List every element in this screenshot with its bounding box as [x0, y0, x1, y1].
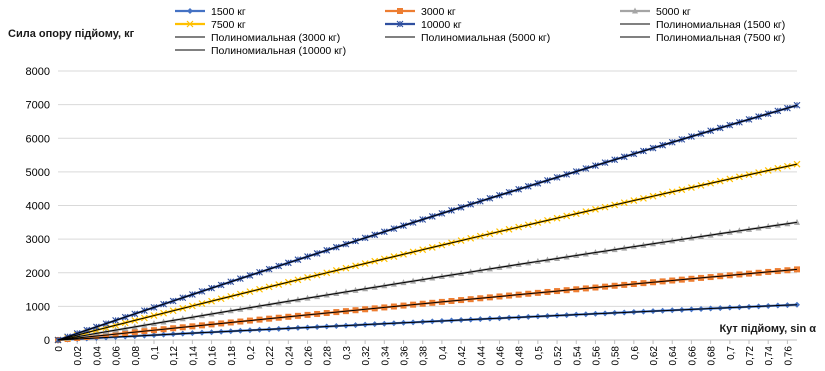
x-tick-label: 0,68 [707, 346, 718, 366]
legend-label: 7500 кг [211, 19, 246, 31]
trendline-0 [57, 304, 798, 341]
x-tick-label: 0,06 [112, 346, 123, 366]
y-tick-label: 2000 [26, 268, 50, 280]
legend-label: Полиномиальная (10000 кг) [211, 45, 346, 57]
x-tick-label: 0,14 [188, 346, 199, 366]
x-tick-label: 0,48 [515, 346, 526, 366]
x-tick-label: 0,3 [342, 346, 353, 360]
x-tick-label: 0,72 [745, 346, 756, 366]
x-tick-label: 0,42 [457, 346, 468, 366]
x-tick-label: 0,58 [611, 346, 622, 366]
x-tick-label: 0,22 [265, 346, 276, 366]
trendline-2 [57, 221, 798, 341]
y-tick-label: 8000 [26, 66, 50, 78]
series-line-4 [57, 104, 798, 342]
x-tick-label: 0,4 [438, 346, 449, 360]
y-tick-label: 5000 [26, 167, 50, 179]
legend-label: 3000 кг [421, 6, 456, 18]
y-tick-label: 0 [44, 335, 50, 347]
legend-marker [187, 8, 193, 14]
legend-marker [396, 20, 404, 28]
legend-label: 5000 кг [656, 6, 691, 18]
trendline-1 [57, 268, 798, 341]
x-tick-label: 0,24 [284, 346, 295, 366]
x-tick-label: 0,36 [400, 346, 411, 366]
x-tick-label: 0,7 [726, 346, 737, 360]
legend-marker [186, 20, 194, 28]
x-tick-label: 0 [54, 346, 65, 352]
x-tick-label: 0,16 [208, 346, 219, 366]
legend-marker [397, 8, 403, 14]
y-tick-label: 6000 [26, 133, 50, 145]
y-axis-title: Сила опору підйому, кг [8, 28, 135, 40]
x-tick-label: 0,56 [591, 346, 602, 366]
legend-label: 1500 кг [211, 6, 246, 18]
x-tick-label: 0,52 [553, 346, 564, 366]
x-tick-label: 0,62 [649, 346, 660, 366]
x-tick-label: 0,44 [476, 346, 487, 366]
y-tick-label: 3000 [26, 234, 50, 246]
y-tick-label: 1000 [26, 301, 50, 313]
x-tick-label: 0,34 [380, 346, 391, 366]
legend-label: Полиномиальная (7500 кг) [656, 32, 785, 44]
legend-label: Полиномиальная (1500 кг) [656, 19, 785, 31]
x-tick-label: 0,46 [495, 346, 506, 366]
x-tick-label: 0,6 [630, 346, 641, 360]
x-tick-label: 0,64 [668, 346, 679, 366]
x-axis-title: Кут підйому, sin α [719, 323, 816, 335]
x-tick-label: 0,5 [534, 346, 545, 360]
x-tick-label: 0,18 [227, 346, 238, 366]
y-tick-label: 4000 [26, 201, 50, 213]
x-tick-label: 0,04 [92, 346, 103, 366]
series-line-3 [57, 163, 798, 342]
legend-label: 10000 кг [421, 19, 462, 31]
x-tick-label: 0,54 [572, 346, 583, 366]
x-tick-label: 0,32 [361, 346, 372, 366]
data-point [794, 218, 800, 225]
x-tick-label: 0,2 [246, 346, 257, 360]
data-point [793, 101, 801, 109]
legend-marker [632, 7, 638, 14]
x-tick-label: 0,1 [150, 346, 161, 360]
x-tick-label: 0,02 [73, 346, 84, 366]
series-line-1 [57, 268, 798, 342]
x-tick-label: 0,26 [304, 346, 315, 366]
x-tick-label: 0,38 [419, 346, 430, 366]
x-tick-label: 0,08 [131, 346, 142, 366]
y-tick-label: 7000 [26, 100, 50, 112]
x-tick-label: 0,76 [783, 346, 794, 366]
legend-label: Полиномиальная (3000 кг) [211, 32, 340, 44]
x-tick-label: 0,12 [169, 346, 180, 366]
x-tick-label: 0,74 [764, 346, 775, 366]
legend-label: Полиномиальная (5000 кг) [421, 32, 550, 44]
data-point [794, 266, 800, 273]
x-tick-label: 0,28 [323, 346, 334, 366]
x-tick-label: 0,66 [687, 346, 698, 366]
trendline-4 [57, 104, 798, 341]
trendline-3 [57, 163, 798, 341]
